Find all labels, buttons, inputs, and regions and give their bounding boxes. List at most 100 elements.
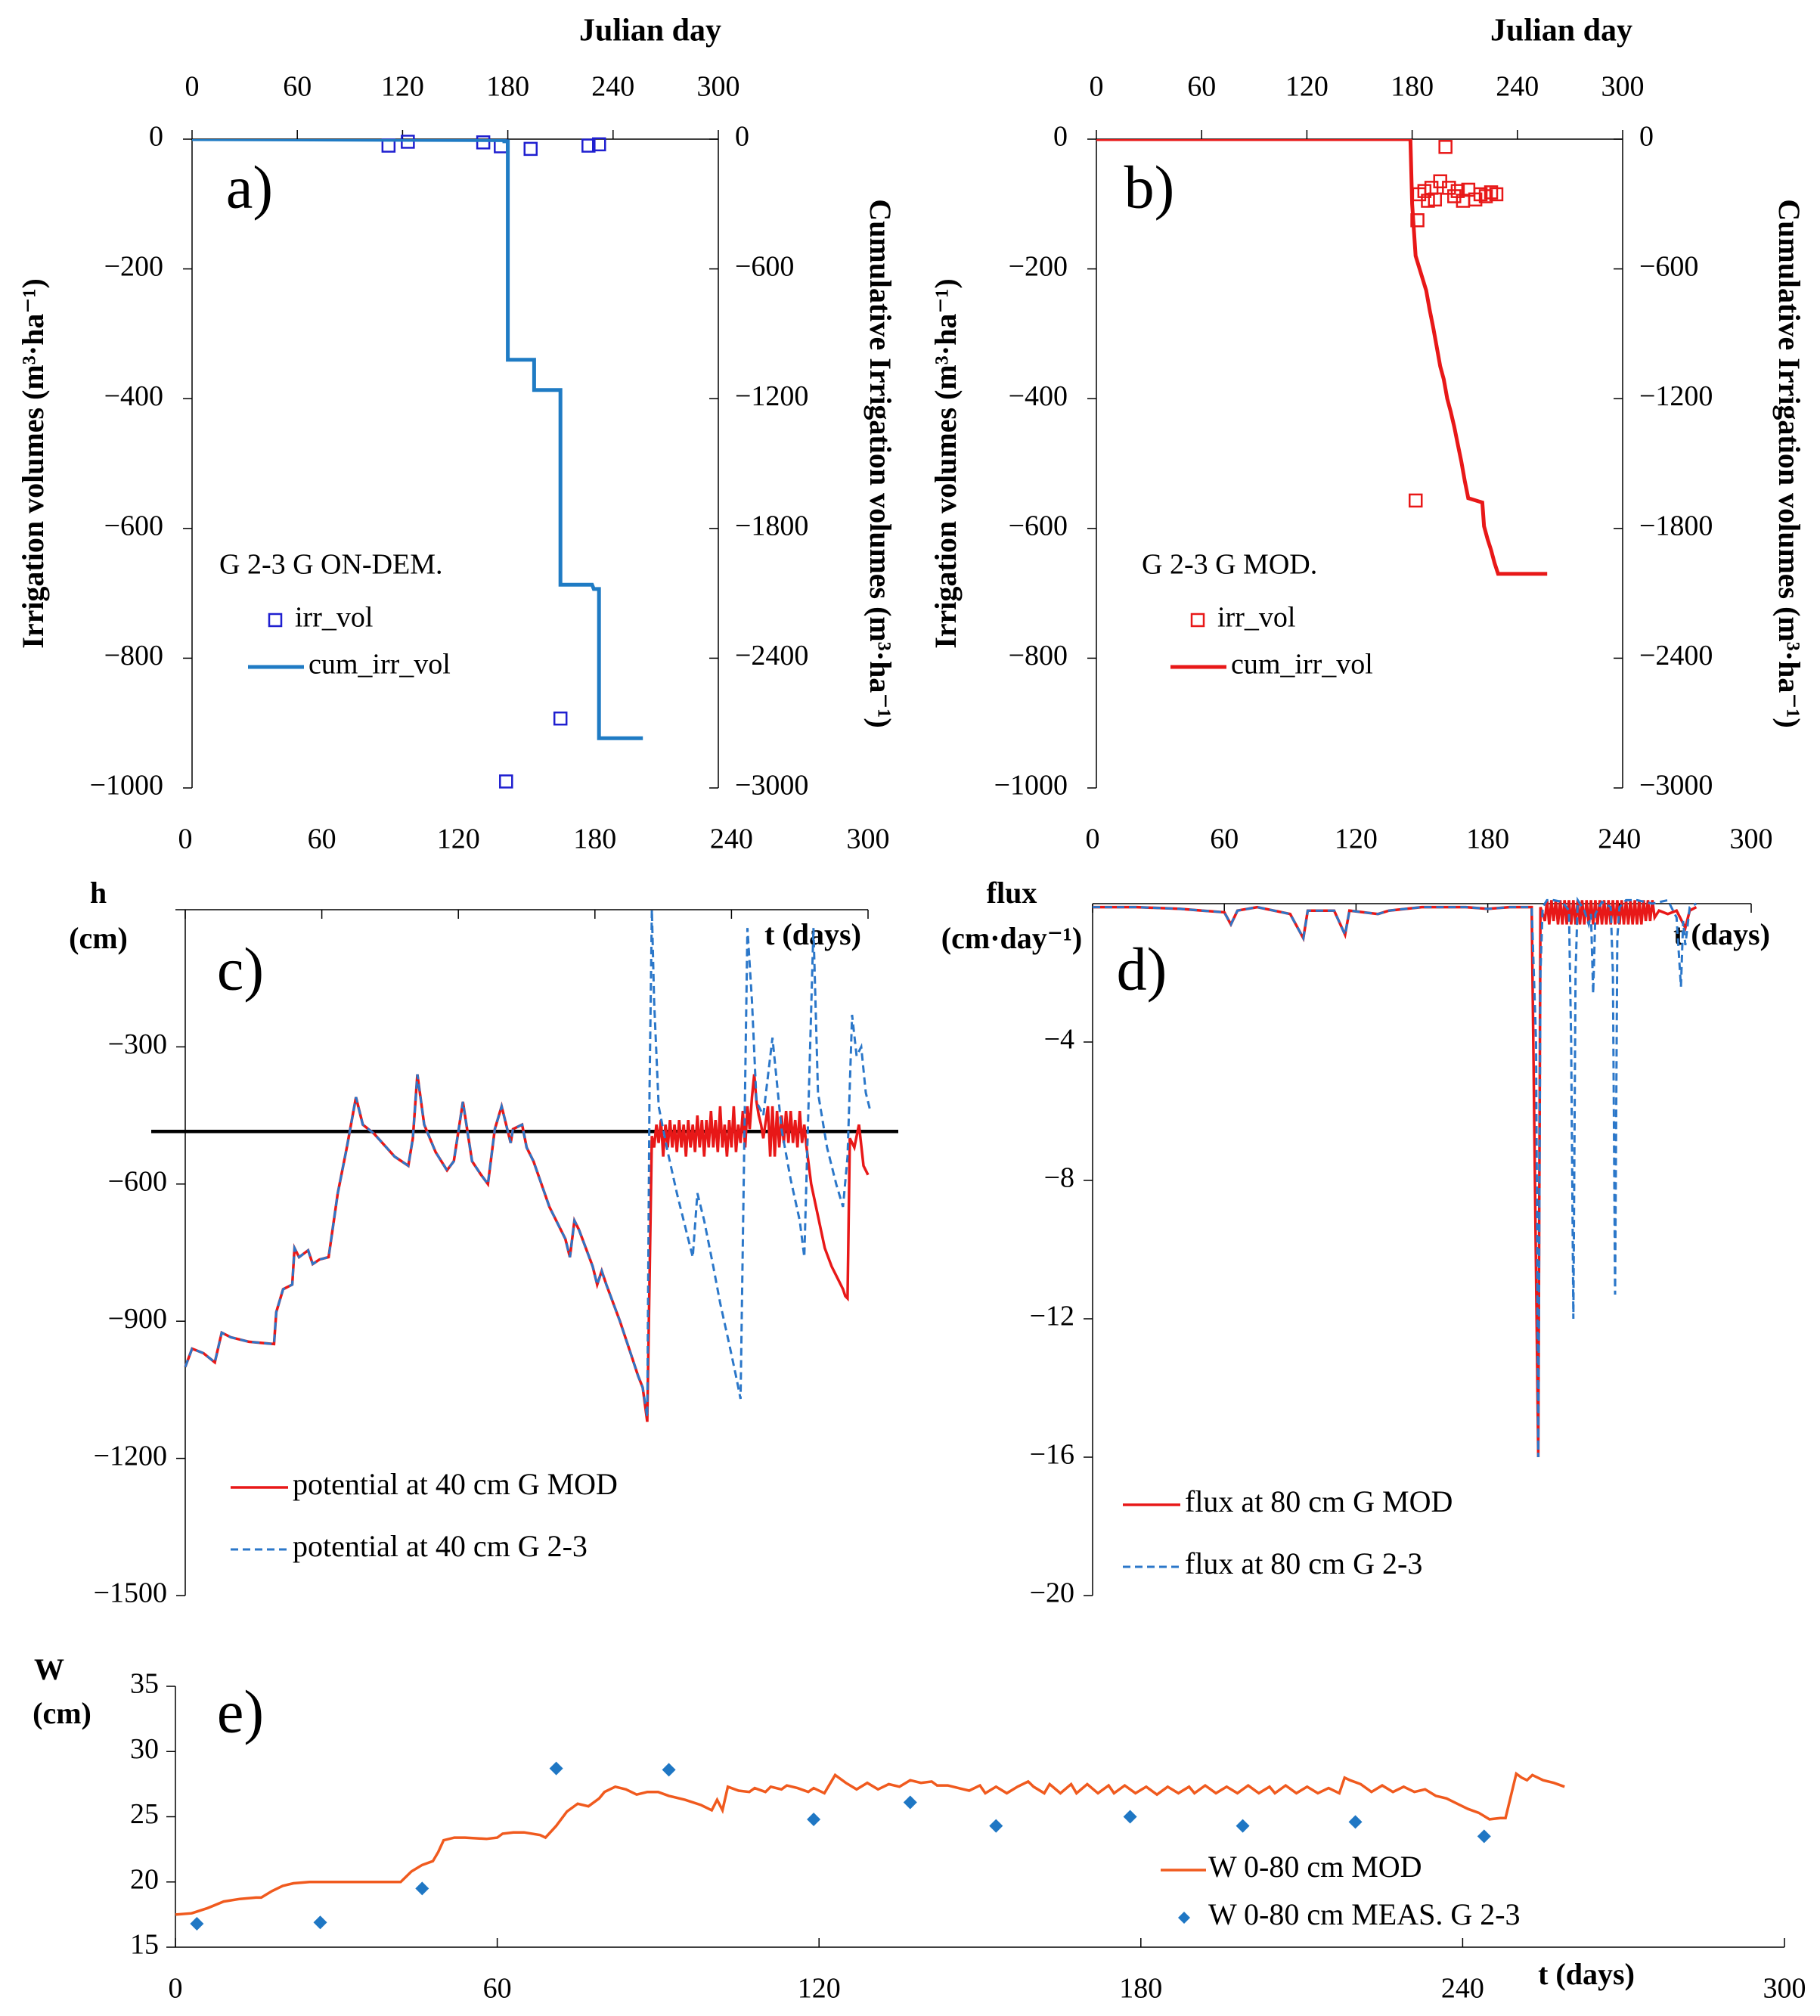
y-left-tick-label: −400 [1009,380,1068,412]
x-tick-label: 0 [1090,71,1104,103]
w-meas-marker [1123,1810,1137,1824]
y-left-tick-label: −200 [1009,250,1068,282]
y-left-tick-label: −800 [104,640,163,671]
legend-title: G 2-3 G MOD. [1142,549,1317,581]
y-axis-title-line1: h [90,876,107,910]
y-right-tick-label: −3000 [1639,770,1713,802]
x-tick-label: 180 [486,71,529,103]
x-tick-label: 180 [1466,823,1509,855]
y-right-tick-label: −2400 [1639,640,1713,671]
x-tick-label: 240 [591,71,634,103]
w-meas-marker [807,1812,821,1826]
y-left-axis-title: Irrigation volumes (m³·ha⁻¹) [929,278,963,649]
x-tick-label: 60 [1187,71,1216,103]
panel-label: a) [226,154,273,221]
y-right-tick-label: −600 [735,250,794,282]
y-left-tick-label: −800 [1009,640,1068,671]
y-right-tick-label: −2400 [735,640,808,671]
x-tick-label: 60 [283,71,312,103]
x-tick-label: 120 [1335,823,1378,855]
x-tick-label: 60 [1210,823,1239,855]
y-tick-label: −8 [1044,1162,1074,1194]
panel-label: c) [217,936,264,1003]
series-w-mod-line [175,1771,1565,1916]
series-gmod-line [184,1074,870,1422]
y-right-tick-label: −1200 [1639,380,1713,412]
y-tick-label: −1500 [94,1577,167,1609]
panel-label: d) [1117,936,1167,1003]
y-tick-label: 30 [130,1733,159,1765]
y-tick-label: 35 [130,1668,159,1700]
series-cum-irr-vol-line [1096,139,1548,576]
x-tick-label: 240 [1598,823,1641,855]
series-cum-irr-vol-line [192,139,643,740]
w-meas-marker [313,1915,327,1930]
series-g23-dashed-line [1093,896,1698,1458]
x-tick-label: 120 [437,823,480,855]
y-tick-label: −1200 [94,1440,167,1472]
panel-d: 0 60 120 180 240 300 −4 −8 −12 −16 −20 flux (cm·day⁻… [941,823,1773,1609]
y-axis-title-line2: (cm) [33,1696,91,1730]
legend-label: flux at 80 cm G MOD [1185,1484,1453,1518]
irr-vol-marker [581,138,596,153]
legend-label: W 0-80 cm MEAS. G 2-3 [1208,1897,1521,1931]
x-axis-title: t (days) [1538,1957,1635,1991]
legend-irr-vol-label: irr_vol [295,602,373,634]
legend-label: flux at 80 cm G 2-3 [1185,1546,1422,1580]
irr-vol-marker [1489,187,1504,202]
panel-label: b) [1124,154,1175,221]
x-tick-label: 0 [1086,823,1100,855]
y-tick-label: −600 [108,1166,167,1198]
x-tick-label: 240 [1496,71,1539,103]
irr-vol-marker [499,774,513,789]
x-tick-label: 60 [308,823,336,855]
x-tick-label: 300 [1601,71,1645,103]
y-right-axis-title: Cumulative Irrigation volumes (m³·ha⁻¹) [863,199,898,728]
x-tick-label: 0 [169,1973,183,2005]
series-gmod-line [1093,900,1698,1458]
y-tick-label: −12 [1030,1301,1074,1332]
w-meas-marker [1348,1815,1363,1829]
y-left-tick-label: −1000 [994,770,1068,802]
x-tick-label: 180 [1391,71,1434,103]
legend-cum-irr-vol-label: cum_irr_vol [309,649,451,681]
y-left-tick-label: 0 [1053,121,1068,153]
legend-irr-vol-swatch [268,613,283,628]
w-meas-marker [549,1761,563,1776]
w-meas-marker [662,1763,676,1777]
legend-swatch [1178,1912,1190,1924]
x-tick-label: 180 [573,823,616,855]
w-meas-marker [989,1819,1003,1833]
y-tick-label: −4 [1044,1024,1074,1056]
panel-e: 0 60 120 180 240 300 15 20 25 30 35 W (cm) t (days) e)… [33,1652,1806,2005]
y-left-tick-label: −600 [1009,510,1068,542]
x-tick-label: 240 [1441,1973,1484,2005]
irr-vol-marker [1428,192,1443,207]
legend-irr-vol-swatch [1190,613,1205,628]
x-tick-label: 240 [710,823,753,855]
x-tick-label: 120 [798,1973,841,2005]
y-tick-label: −900 [108,1303,167,1335]
y-right-tick-label: −1200 [735,380,808,412]
y-tick-label: −300 [108,1028,167,1060]
y-tick-label: 25 [130,1798,159,1830]
panel-label: e) [217,1679,264,1745]
y-tick-label: −20 [1030,1577,1074,1609]
y-right-tick-label: 0 [735,121,749,153]
legend-cum-irr-vol-label: cum_irr_vol [1231,649,1373,681]
legend-label: potential at 40 cm G MOD [293,1467,618,1501]
top-axis-title: Julian day [1490,14,1632,48]
w-meas-marker [903,1795,917,1810]
x-tick-label: 300 [697,71,740,103]
y-axis-title-line1: flux [987,876,1037,910]
x-tick-label: 180 [1119,1973,1162,2005]
irr-vol-marker [553,711,568,726]
irr-vol-marker [476,135,491,150]
panel-a: 0 60 120 180 240 300 0 −200 −400 −600 −800 −1000 0 −6… [16,14,898,802]
y-left-tick-label: −200 [104,250,163,282]
w-meas-marker [1477,1829,1491,1844]
y-right-tick-label: −600 [1639,250,1698,282]
y-right-tick-label: −1800 [735,510,808,542]
y-axis-title-line1: W [34,1652,64,1686]
